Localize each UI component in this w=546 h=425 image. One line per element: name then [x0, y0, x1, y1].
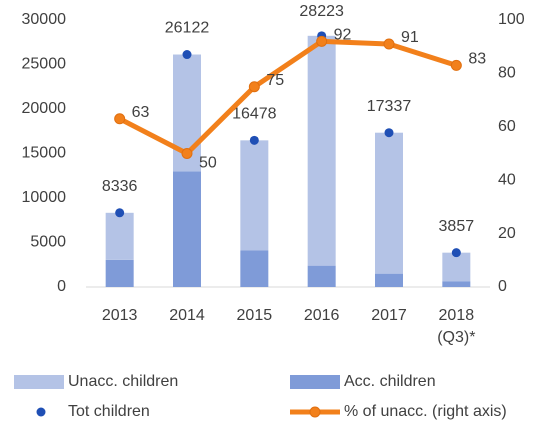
bar [240, 140, 269, 251]
dot [182, 50, 192, 60]
data-label: 28223 [299, 3, 344, 20]
data-label: 3857 [439, 218, 475, 235]
line-point [114, 113, 126, 125]
bar [307, 265, 336, 287]
data-label: 17337 [367, 98, 412, 115]
dot [249, 135, 259, 145]
dot [384, 128, 394, 138]
y-tick-label: 20000 [22, 100, 67, 117]
y2-tick-label: 20 [498, 225, 516, 242]
y-tick-label: 0 [57, 278, 66, 295]
line-point [316, 35, 328, 47]
data-label: 92 [334, 27, 352, 44]
data-label: 63 [132, 104, 150, 121]
data-label: 75 [266, 72, 284, 89]
bar [173, 171, 201, 287]
data-label: 50 [199, 155, 217, 172]
x-tick-label: 2013 [101, 307, 138, 324]
data-label: 91 [401, 29, 419, 46]
line-point [181, 148, 193, 159]
bar [240, 250, 269, 287]
bar [307, 35, 336, 266]
legend-swatch [36, 407, 46, 417]
line-point [383, 38, 395, 50]
y-tick-label: 25000 [22, 56, 67, 73]
bar [442, 281, 471, 287]
line [118, 38, 458, 156]
dot [115, 208, 125, 218]
bar [105, 212, 134, 260]
legend-swatch [290, 375, 340, 389]
y-tick-label: 10000 [22, 189, 67, 206]
legend-label: % of unacc. (right axis) [344, 403, 507, 420]
line-point [248, 81, 260, 93]
y2-tick-label: 40 [498, 171, 516, 188]
y2-tick-label: 60 [498, 118, 516, 135]
y-tick-label: 15000 [22, 145, 67, 162]
y-tick-label: 5000 [30, 234, 66, 251]
y2-tick-label: 0 [498, 278, 507, 295]
y-tick-label: 30000 [22, 11, 67, 28]
x-tick-label: 2014 [169, 307, 205, 324]
data-label: 8336 [102, 178, 138, 195]
x-tick-label: 2017 [371, 307, 407, 324]
legend-label: Tot children [68, 403, 150, 420]
data-label: 83 [468, 51, 486, 68]
line-point [450, 59, 462, 71]
data-label: 26122 [165, 20, 210, 37]
bar [375, 132, 403, 274]
x-tick-label: 2016 [303, 307, 340, 324]
y2-tick-label: 100 [498, 11, 525, 28]
x-tick-label: 2015 [236, 307, 273, 324]
legend-swatch [309, 406, 321, 418]
x-tick-label: 2018 (Q3)* [437, 307, 476, 346]
legend-label: Unacc. children [68, 373, 178, 390]
legend-swatch [14, 375, 64, 389]
bar [442, 252, 471, 282]
dot [451, 248, 461, 258]
legend-label: Acc. children [344, 373, 436, 390]
y2-tick-label: 80 [498, 65, 516, 82]
bar [375, 273, 403, 287]
bar [105, 259, 134, 287]
data-label: 16478 [232, 106, 277, 123]
